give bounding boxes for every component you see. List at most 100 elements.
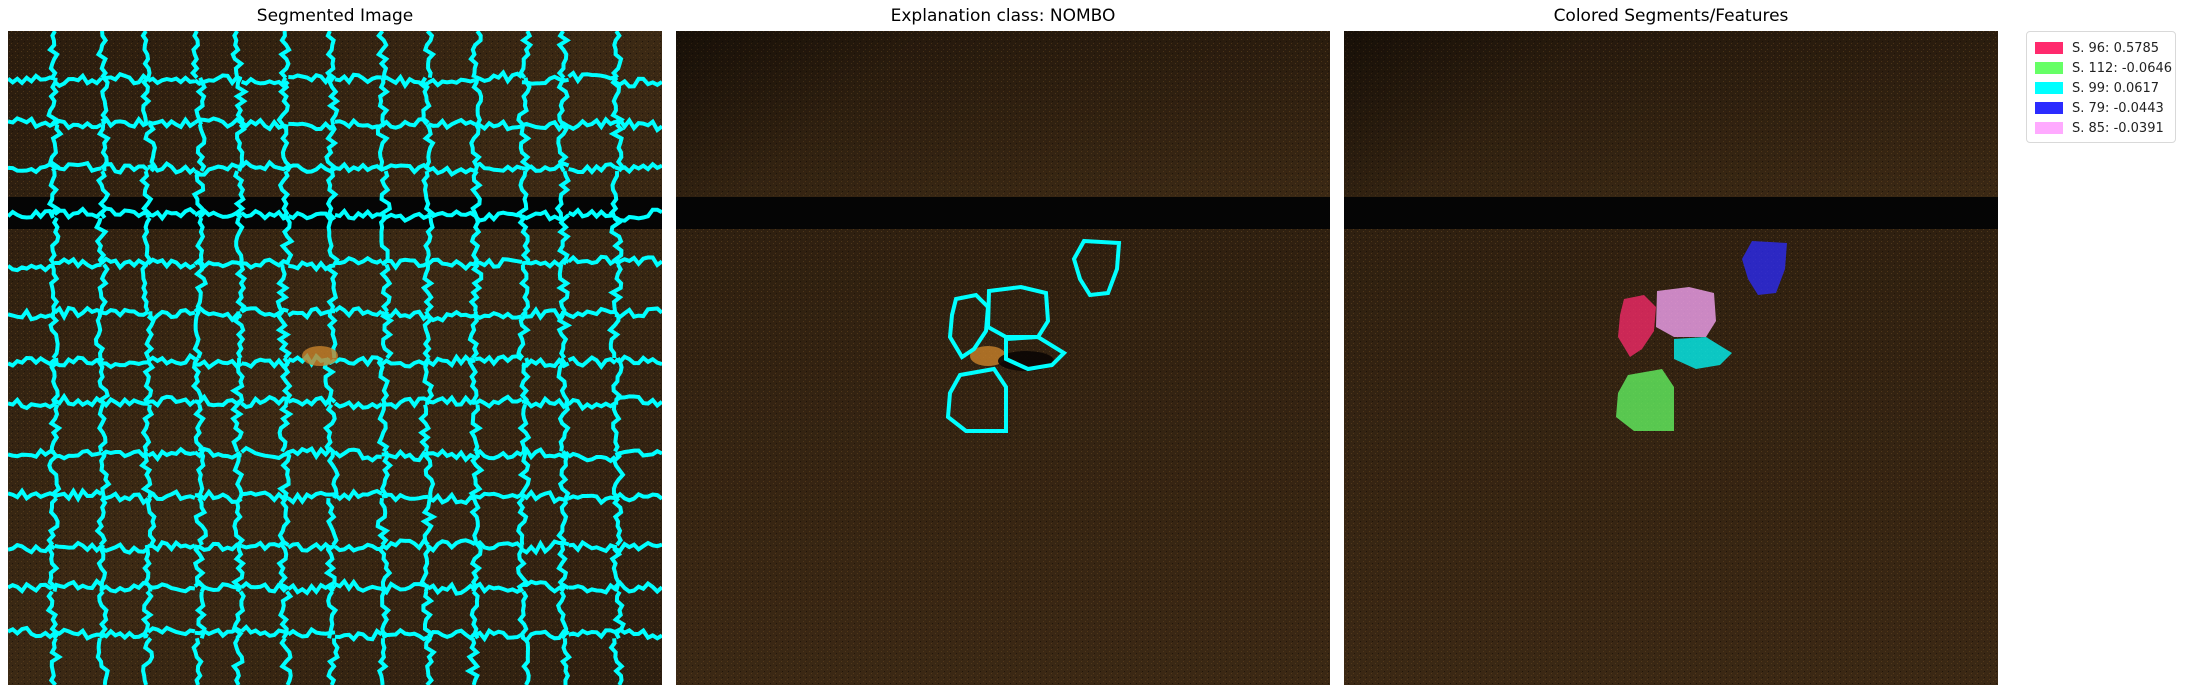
segment-boundary-line [233, 170, 246, 220]
segment-boundary-line [380, 73, 430, 90]
segment-boundary-line [100, 162, 150, 175]
segment-boundary-line [53, 627, 102, 641]
segment-boundary-line [427, 538, 477, 554]
segment-boundary-line [194, 393, 243, 408]
segment-boundary-line [278, 590, 294, 640]
segment-boundary-line [614, 354, 662, 367]
segment-boundary-line [95, 31, 109, 79]
segment-boundary-line [234, 217, 245, 266]
segment-boundary-line [381, 492, 429, 503]
segment-boundary-line [375, 123, 390, 172]
segment-boundary-line [377, 543, 393, 593]
segment-boundary-line [147, 160, 197, 176]
segment-boundary-line [240, 624, 289, 638]
segment-boundary-line [467, 357, 479, 405]
segment-boundary-line [8, 396, 56, 411]
segment-boundary-line [147, 446, 196, 463]
segment-boundary-line [287, 582, 337, 596]
segment-boundary-line [380, 581, 430, 596]
segment-boundary-line [192, 310, 203, 359]
dark-band [676, 197, 1330, 229]
segment-boundary-line [421, 170, 436, 220]
segment-boundary-line [8, 208, 56, 220]
segment-boundary-line [231, 544, 246, 593]
segment-boundary-line [333, 355, 383, 368]
legend-item-85: S. 85: -0.0391 [2035, 118, 2167, 138]
segment-boundary-line [567, 306, 616, 320]
segment-boundary-line [48, 216, 61, 266]
segment-boundary-line [53, 392, 103, 408]
segment-boundary-line [612, 496, 624, 547]
legend: S. 96: 0.5785 S. 112: -0.0646 S. 99: 0.0… [2026, 31, 2176, 143]
segment-boundary-line [568, 539, 617, 554]
segment-boundary-line [280, 123, 293, 173]
colored-segment-99 [1674, 337, 1732, 369]
segment-boundary-line [474, 69, 524, 85]
segment-boundary-line [240, 394, 289, 410]
segment-boundary-line [147, 582, 196, 594]
segment-boundary-line [380, 257, 430, 271]
segment-boundary-line [516, 496, 529, 546]
segment-boundary-line [521, 395, 570, 410]
segment-boundary-line [427, 165, 476, 177]
segment-boundary-line [191, 637, 204, 685]
segment-boundary-line [93, 311, 106, 359]
explanation-panel [676, 31, 1330, 685]
segment-boundary-line [517, 216, 531, 266]
segment-boundary-line [287, 490, 336, 505]
segment-boundary-line [193, 264, 209, 313]
panel-title-explanation: Explanation class: NOMBO [890, 6, 1116, 26]
segment-boundary-line [288, 72, 337, 86]
segment-boundary-line [427, 353, 476, 369]
colored-segment-112 [1616, 369, 1674, 431]
segment-boundary-line [474, 581, 523, 595]
segment-boundary-line [95, 637, 110, 685]
segment-boundary-line [474, 491, 523, 500]
explanation-image [676, 31, 1330, 685]
segment-boundary-line [53, 206, 103, 221]
segment-boundary-line [474, 311, 523, 321]
segment-boundary-line [326, 263, 339, 312]
segment-boundary-line [334, 207, 382, 221]
segment-boundary-line [100, 115, 149, 129]
segment-boundary-line [99, 451, 112, 499]
segment-boundary-line [193, 305, 243, 323]
segment-boundary-line [193, 579, 242, 593]
segment-boundary-line [471, 77, 484, 126]
segment-boundary-line [8, 447, 56, 460]
segment-boundary-line [379, 170, 392, 220]
segment-boundary-line [381, 396, 430, 411]
segment-boundary-112 [945, 366, 1008, 433]
segment-boundary-line [193, 116, 243, 129]
segment-boundary-line [421, 591, 435, 640]
segment-boundary-line [323, 544, 337, 594]
segment-boundary-line [288, 120, 336, 132]
segment-boundary-line [193, 73, 243, 87]
segment-boundary-line [140, 263, 150, 313]
segment-boundary-line [469, 543, 483, 593]
segment-boundary-line [101, 71, 150, 86]
segment-boundary-line [240, 76, 290, 89]
segment-boundary-line [140, 590, 154, 639]
segment-boundary-line [287, 162, 336, 174]
segment-boundary-line [240, 306, 289, 318]
segment-boundary-line [517, 590, 529, 639]
segment-boundary-line [141, 637, 155, 685]
segment-boundary-line [8, 73, 56, 86]
segment-boundary-line [556, 76, 570, 126]
segment-boundary-line [100, 206, 149, 219]
object-highlight [302, 346, 338, 366]
segment-boundary-line [610, 76, 625, 126]
segment-boundary-line [326, 590, 339, 639]
segment-boundary-line [100, 449, 149, 459]
segment-boundary-line [567, 207, 616, 220]
segment-boundary-line [232, 497, 246, 547]
segment-boundary-line [469, 497, 481, 546]
segment-boundary-line [195, 450, 206, 499]
segment-boundary-line [279, 637, 293, 685]
segment-boundary-line [147, 394, 197, 408]
segment-boundary-line [554, 170, 571, 219]
segment-boundary-line [614, 448, 662, 458]
segment-boundary-line [99, 396, 149, 409]
segment-boundary-line [48, 637, 63, 685]
